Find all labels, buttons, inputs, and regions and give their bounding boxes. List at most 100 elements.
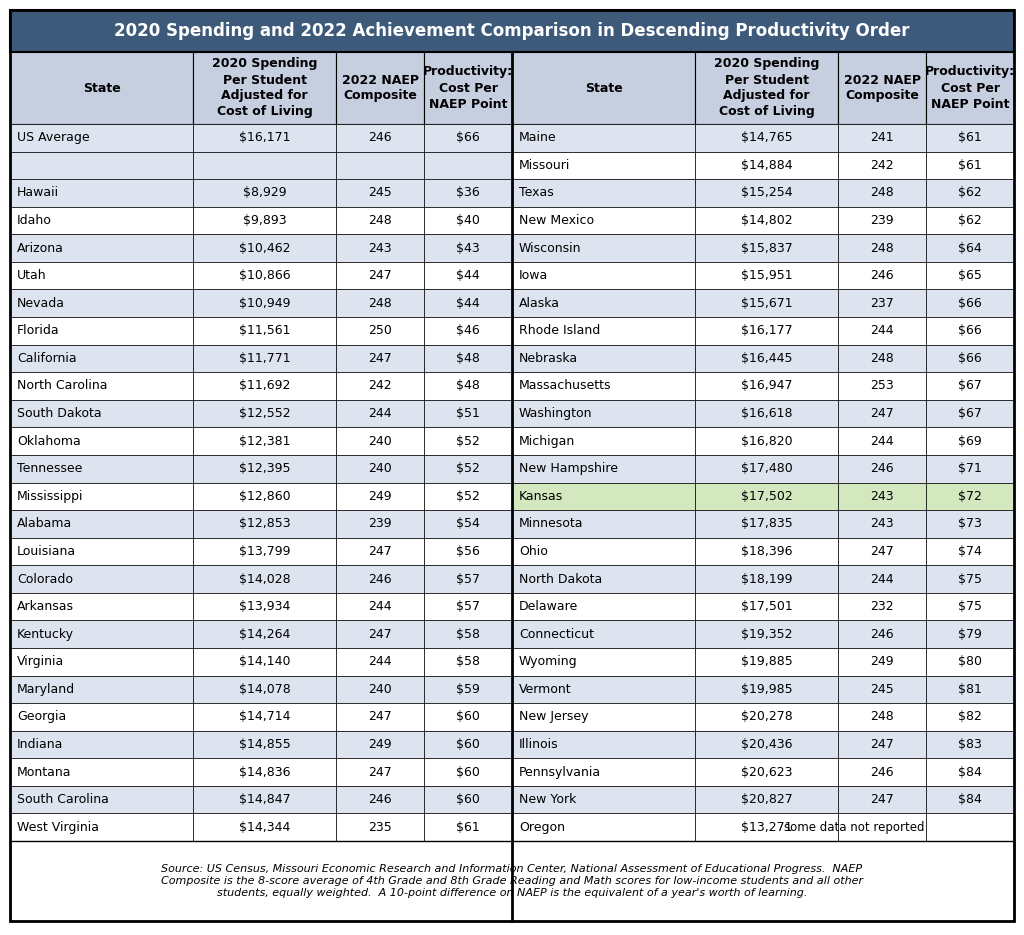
Text: 245: 245 xyxy=(870,683,894,696)
Text: Wisconsin: Wisconsin xyxy=(519,241,582,254)
Text: 248: 248 xyxy=(870,352,894,365)
Bar xyxy=(839,372,926,400)
Bar xyxy=(926,785,1014,813)
Bar xyxy=(839,813,926,841)
Text: Iowa: Iowa xyxy=(519,269,548,282)
Text: $14,344: $14,344 xyxy=(239,821,291,834)
Text: $14,802: $14,802 xyxy=(741,214,793,227)
Bar xyxy=(10,180,194,207)
Bar xyxy=(512,372,695,400)
Text: 244: 244 xyxy=(870,435,894,448)
Bar xyxy=(839,207,926,235)
Bar xyxy=(10,317,194,345)
Bar xyxy=(926,345,1014,372)
Bar xyxy=(194,648,336,676)
Text: $20,278: $20,278 xyxy=(741,711,793,724)
Text: 248: 248 xyxy=(870,186,894,199)
Bar xyxy=(10,566,194,593)
Bar xyxy=(424,566,512,593)
Bar xyxy=(336,593,424,621)
Text: $19,352: $19,352 xyxy=(741,627,793,640)
Bar xyxy=(926,648,1014,676)
Text: Nebraska: Nebraska xyxy=(519,352,579,365)
Bar xyxy=(695,317,839,345)
Text: 247: 247 xyxy=(369,711,392,724)
Text: $14,028: $14,028 xyxy=(239,572,291,585)
Text: $66: $66 xyxy=(958,352,982,365)
Bar xyxy=(512,758,695,785)
Bar xyxy=(194,262,336,290)
Text: $11,561: $11,561 xyxy=(239,324,291,338)
Text: North Dakota: North Dakota xyxy=(519,572,602,585)
Bar xyxy=(194,676,336,703)
Bar xyxy=(10,10,1014,52)
Bar xyxy=(194,511,336,538)
Text: 2022 NAEP
Composite: 2022 NAEP Composite xyxy=(342,74,419,103)
Bar xyxy=(695,758,839,785)
Bar xyxy=(512,290,695,317)
Bar xyxy=(695,538,839,566)
Text: 247: 247 xyxy=(870,738,894,751)
Text: 237: 237 xyxy=(870,296,894,309)
Text: $57: $57 xyxy=(456,572,480,585)
Text: 2020 Spending
Per Student
Adjusted for
Cost of Living: 2020 Spending Per Student Adjusted for C… xyxy=(212,57,317,119)
Bar xyxy=(424,703,512,730)
Bar xyxy=(10,813,194,841)
Text: $52: $52 xyxy=(456,490,480,503)
Text: Oregon: Oregon xyxy=(519,821,565,834)
Text: $14,765: $14,765 xyxy=(741,131,793,144)
Text: 247: 247 xyxy=(369,766,392,779)
Bar xyxy=(424,372,512,400)
Bar xyxy=(926,52,1014,124)
Bar xyxy=(839,124,926,151)
Text: Georgia: Georgia xyxy=(17,711,67,724)
Text: New Mexico: New Mexico xyxy=(519,214,594,227)
Bar xyxy=(194,785,336,813)
Text: California: California xyxy=(17,352,77,365)
Text: Pennsylvania: Pennsylvania xyxy=(519,766,601,779)
Bar xyxy=(512,262,695,290)
Bar xyxy=(695,813,839,841)
Bar xyxy=(10,345,194,372)
Text: 244: 244 xyxy=(369,655,392,669)
Text: $9,893: $9,893 xyxy=(243,214,287,227)
Bar xyxy=(10,207,194,235)
Bar xyxy=(194,290,336,317)
Text: $84: $84 xyxy=(958,793,982,806)
Text: Productivity:
Cost Per
NAEP Point: Productivity: Cost Per NAEP Point xyxy=(423,65,513,110)
Bar xyxy=(839,703,926,730)
Text: $16,445: $16,445 xyxy=(741,352,793,365)
Bar xyxy=(695,730,839,758)
Bar xyxy=(695,262,839,290)
Text: Wyoming: Wyoming xyxy=(519,655,578,669)
Bar xyxy=(336,235,424,262)
Bar xyxy=(512,345,695,372)
Bar xyxy=(839,400,926,427)
Text: Hawaii: Hawaii xyxy=(17,186,59,199)
Bar xyxy=(194,180,336,207)
Text: $12,395: $12,395 xyxy=(239,462,291,475)
Bar xyxy=(695,455,839,482)
Text: Ohio: Ohio xyxy=(519,545,548,558)
Bar xyxy=(194,427,336,455)
Bar xyxy=(10,372,194,400)
Text: $20,623: $20,623 xyxy=(741,766,793,779)
Bar xyxy=(926,290,1014,317)
Text: Source: US Census, Missouri Economic Research and Information Center, National A: Source: US Census, Missouri Economic Res… xyxy=(161,864,863,899)
Bar xyxy=(10,511,194,538)
Bar xyxy=(839,290,926,317)
Text: Kansas: Kansas xyxy=(519,490,563,503)
Text: $19,885: $19,885 xyxy=(741,655,793,669)
Text: $62: $62 xyxy=(958,214,982,227)
Text: $66: $66 xyxy=(958,324,982,338)
Text: 2022 NAEP
Composite: 2022 NAEP Composite xyxy=(844,74,921,103)
Bar xyxy=(839,621,926,648)
Bar xyxy=(695,235,839,262)
Bar xyxy=(839,427,926,455)
Bar xyxy=(695,151,839,180)
Bar xyxy=(839,538,926,566)
Text: $16,947: $16,947 xyxy=(741,380,793,393)
Bar xyxy=(336,538,424,566)
Text: $67: $67 xyxy=(958,380,982,393)
Bar xyxy=(839,593,926,621)
